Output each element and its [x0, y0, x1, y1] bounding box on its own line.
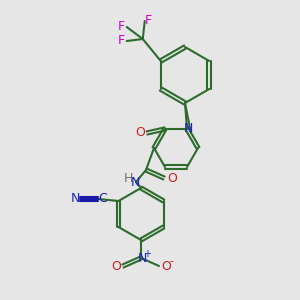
Text: N: N [137, 251, 147, 265]
Text: +: + [143, 249, 151, 259]
Text: O: O [135, 126, 145, 140]
Text: N: N [71, 191, 80, 205]
Text: O: O [161, 260, 171, 272]
Text: H: H [123, 172, 133, 185]
Text: O: O [111, 260, 121, 272]
Text: F: F [118, 34, 125, 47]
Text: F: F [145, 14, 152, 26]
Text: O: O [167, 172, 177, 184]
Text: N: N [183, 122, 193, 135]
Text: C: C [98, 191, 107, 205]
Text: -: - [169, 256, 173, 266]
Text: N: N [130, 176, 140, 188]
Text: F: F [118, 20, 125, 32]
